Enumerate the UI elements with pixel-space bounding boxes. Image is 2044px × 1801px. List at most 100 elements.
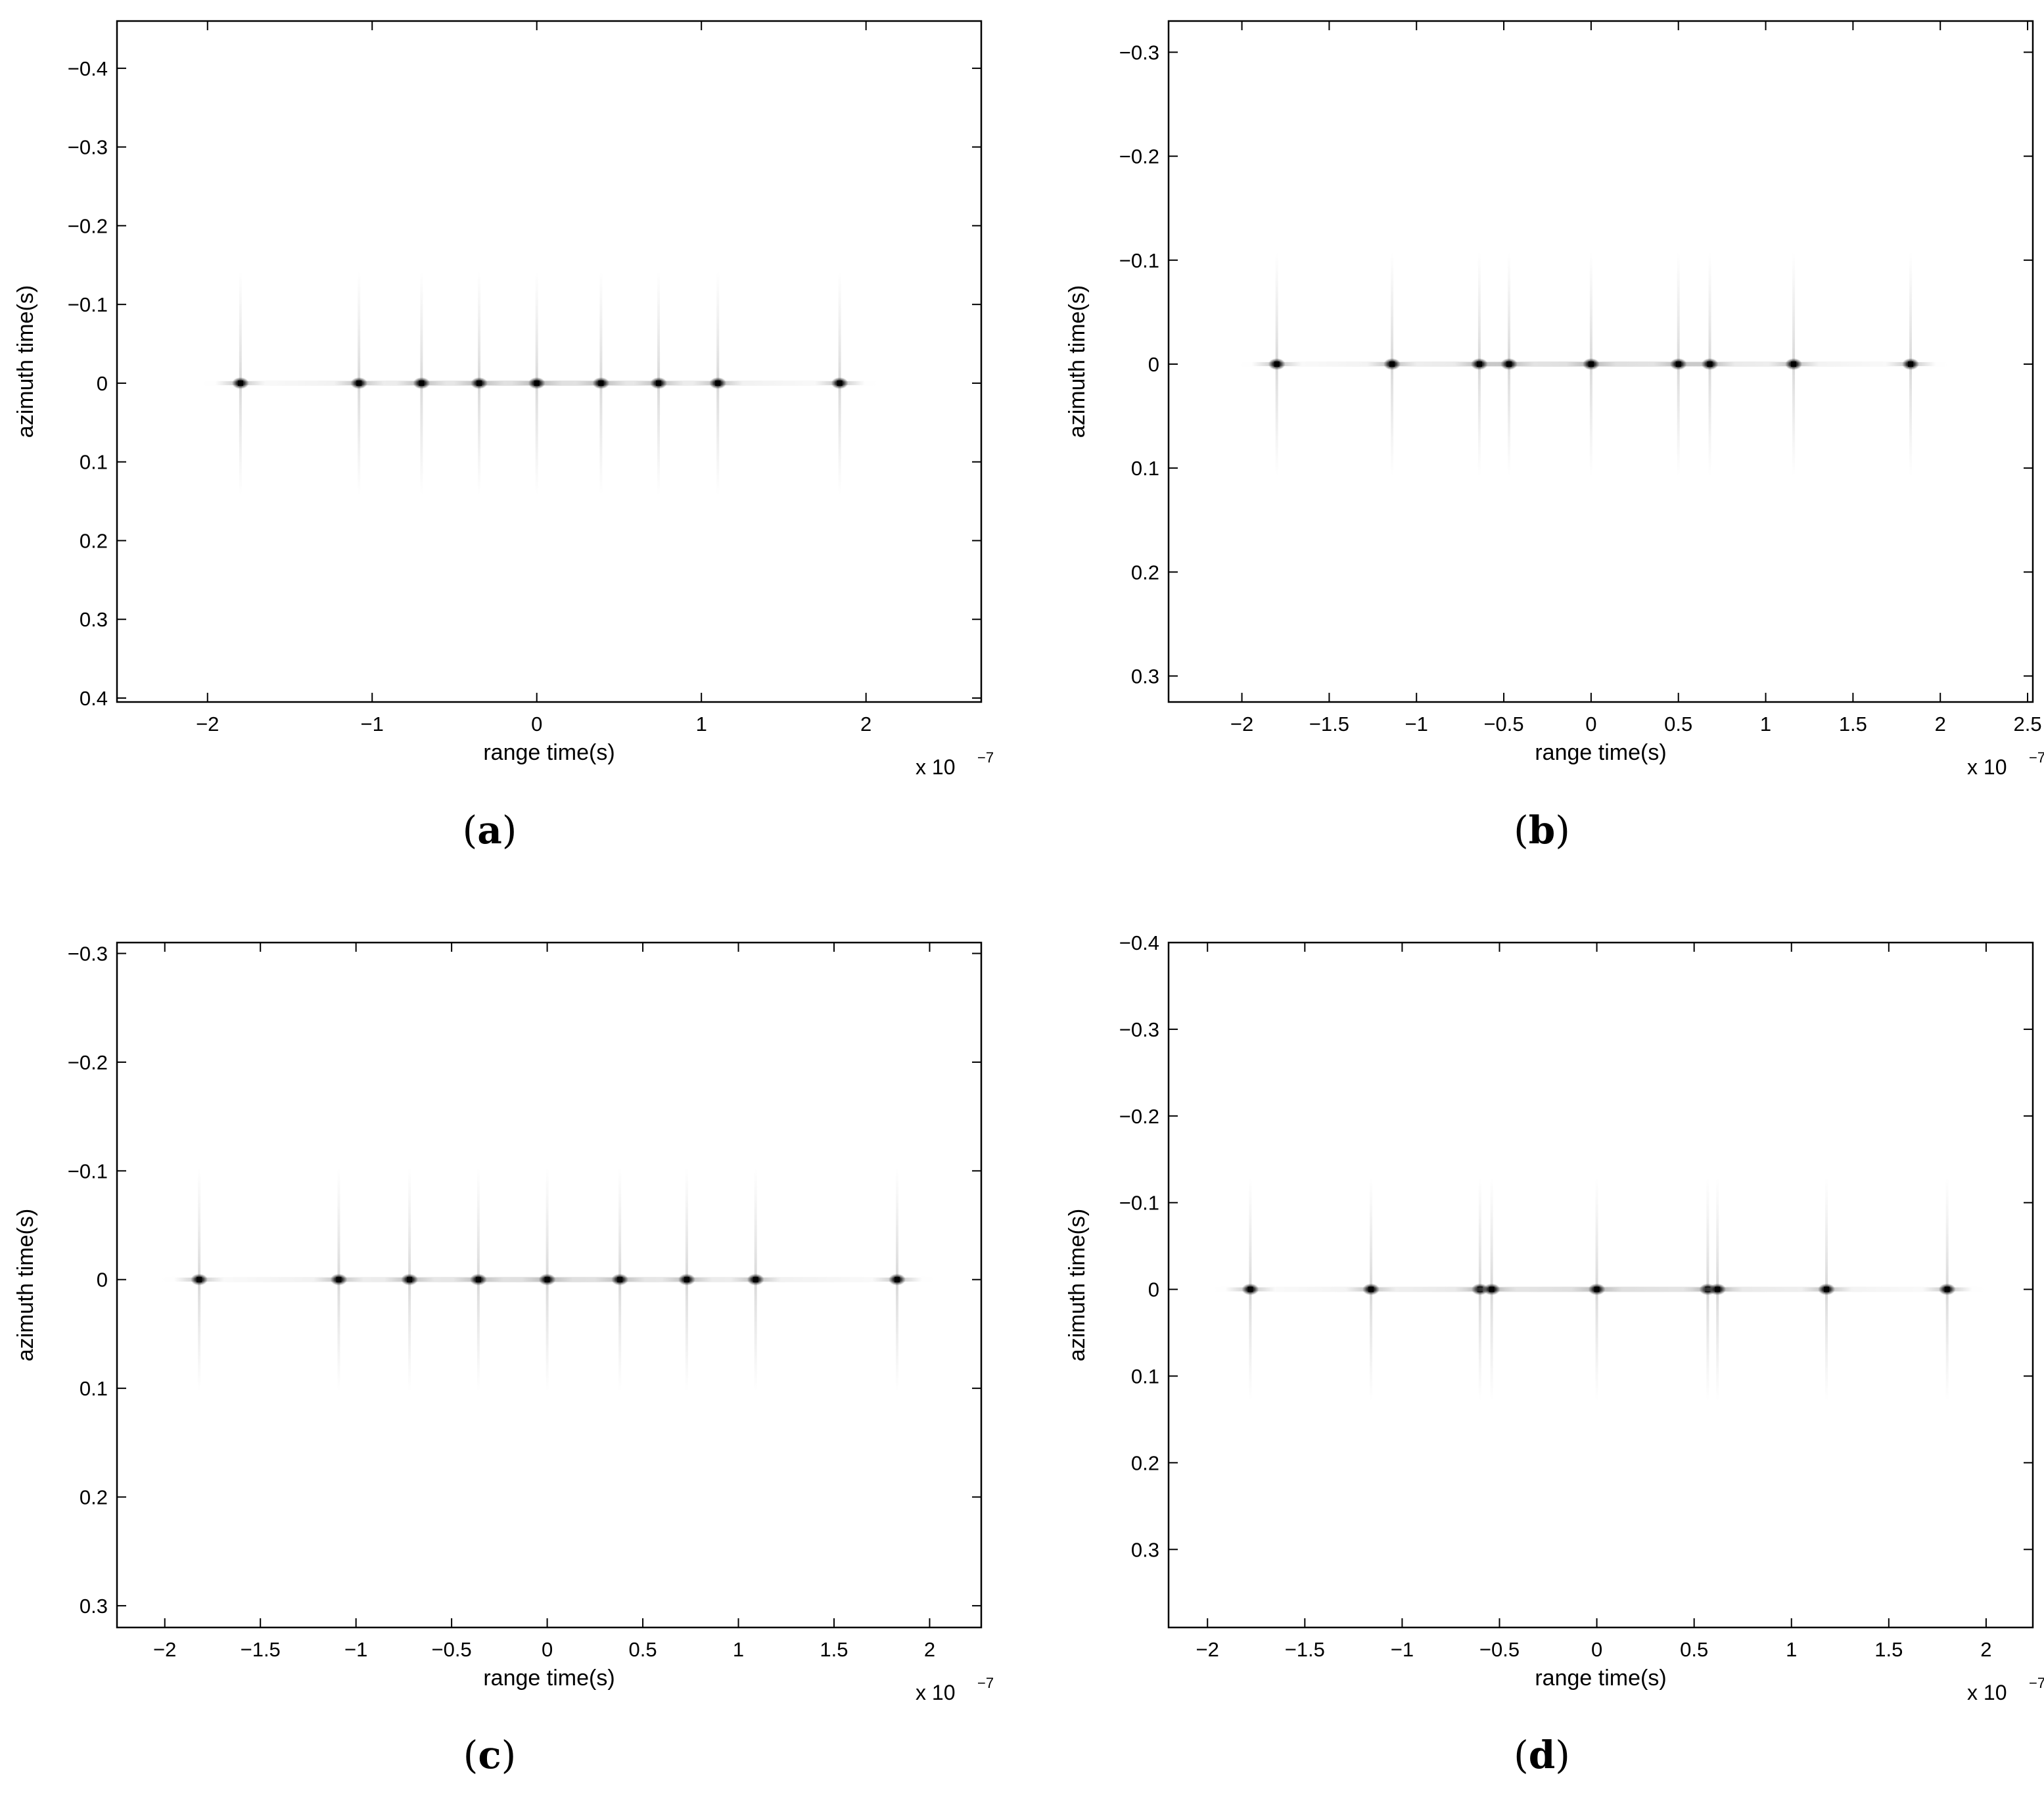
target-peak [1389,361,1395,367]
y-tick-label: −0.1 [1119,249,1159,272]
point-target [453,1167,503,1392]
point-target [314,1167,364,1392]
y-tick-label: 0.2 [1131,1451,1159,1474]
x-multiplier-label: x 10 [916,755,955,779]
x-tick-label: 0 [1591,1638,1602,1661]
x-tick-label: 2 [1935,713,1946,736]
x-multiplier-label: x 10 [1967,1681,2007,1704]
target-peak [475,1276,481,1282]
target-peak [1476,361,1482,367]
point-target [1571,1177,1622,1401]
point-target [693,271,743,495]
point-target [661,1167,712,1392]
y-tick-label: 0.1 [1131,457,1159,480]
x-tick-label: −2 [1230,713,1253,736]
point-target [730,1167,781,1392]
y-tick-label: 0.1 [80,1377,108,1400]
y-tick-label: −0.3 [1119,41,1159,64]
x-multiplier-exponent: −7 [2029,749,2044,766]
point-target [1692,1177,1743,1401]
point-target [522,1167,572,1392]
target-peak [1944,1286,1950,1292]
x-tick-label: 0.5 [629,1638,657,1661]
target-peak [1594,1286,1600,1292]
point-target [215,271,266,495]
y-tick-label: −0.2 [1119,145,1159,168]
y-tick-label: 0.4 [80,687,108,710]
point-target [634,271,684,495]
x-axis-label: range time(s) [1535,1666,1666,1691]
target-peak [336,1276,342,1282]
target-peak [837,380,843,386]
point-target [1922,1177,1972,1401]
x-tick-label: 0.5 [1680,1638,1708,1661]
y-axis-label: azimuth time(s) [1065,1209,1090,1361]
y-tick-label: 0.3 [80,1595,108,1618]
x-tick-label: 0.5 [1664,713,1692,736]
y-tick-label: −0.1 [68,1159,108,1182]
y-tick-label: 0 [1148,353,1159,376]
y-axis-label: azimuth time(s) [1065,285,1090,438]
target-peak [656,380,662,386]
x-multiplier-exponent: −7 [977,749,994,766]
x-multiplier-label: x 10 [916,1681,955,1704]
y-tick-label: −0.1 [1119,1192,1159,1215]
target-peak [617,1276,623,1282]
y-tick-label: −0.3 [68,943,108,966]
x-tick-label: 1 [1786,1638,1797,1661]
y-tick-label: 0.2 [80,1486,108,1509]
panel-caption: (c) [463,1733,517,1777]
x-tick-label: −1.5 [241,1638,281,1661]
target-peak [1274,361,1280,367]
target-peak [715,380,721,386]
point-target [1653,252,1704,476]
target-peak [753,1276,758,1282]
target-peak [544,1276,550,1282]
x-tick-label: 2.5 [2013,713,2041,736]
x-tick-label: 1.5 [820,1638,848,1661]
target-peak [419,380,425,386]
x-multiplier-exponent: −7 [2029,1675,2044,1691]
panel-caption: (b) [1514,808,1570,853]
y-tick-label: −0.4 [68,57,108,80]
point-target [1801,1177,1852,1401]
x-tick-label: 2 [924,1638,935,1661]
y-axis-label: azimuth time(s) [13,1209,38,1361]
target-peak [476,380,482,386]
panel-d: −2 −1.5 −1 −0.5 0 0.5 1 1.5 2 −0.4 −0.3 −0.2 −0.1 0 0.… [1065,931,2044,1777]
x-tick-label: 0 [542,1638,553,1661]
point-target [576,271,626,495]
y-tick-label: 0.2 [1131,561,1159,584]
point-target [1346,1177,1397,1401]
x-tick-label: 1.5 [1839,713,1867,736]
point-target [1684,252,1735,476]
target-peak [1489,1286,1495,1292]
target-peak [407,1276,413,1282]
panel-caption: (a) [463,808,517,853]
x-tick-label: −1 [1405,713,1428,736]
x-tick-label: −0.5 [1479,1638,1520,1661]
panel-c: −2 −1.5 −1 −0.5 0 0.5 1 1.5 2 −0.3 −0.2 −0.1 0 0.1 0.2… [13,941,994,1777]
y-tick-label: −0.1 [68,293,108,316]
panel-a: −2 −1 0 1 2 −0.4 −0.3 −0.2 −0.1 0 0.1 0.2 0.3 0.4 rang… [13,20,994,853]
point-target [595,1167,645,1392]
x-tick-label: −0.5 [432,1638,472,1661]
x-tick-label: −1 [361,713,384,736]
target-peak [1675,361,1681,367]
point-target [1484,252,1535,476]
y-tick-label: 0.2 [80,529,108,552]
panel-caption: (d) [1514,1733,1570,1777]
x-tick-label: −1 [344,1638,367,1661]
target-peak [1588,361,1594,367]
y-tick-label: 0.1 [80,451,108,474]
point-target [1466,1177,1517,1401]
target-peak [1824,1286,1830,1292]
x-axis-label: range time(s) [483,1666,615,1691]
point-target [174,1167,225,1392]
target-peak [1791,361,1797,367]
point-target [1769,252,1819,476]
x-tick-label: 1 [733,1638,744,1661]
y-tick-label: 0.3 [80,608,108,631]
target-peak [1368,1286,1374,1292]
